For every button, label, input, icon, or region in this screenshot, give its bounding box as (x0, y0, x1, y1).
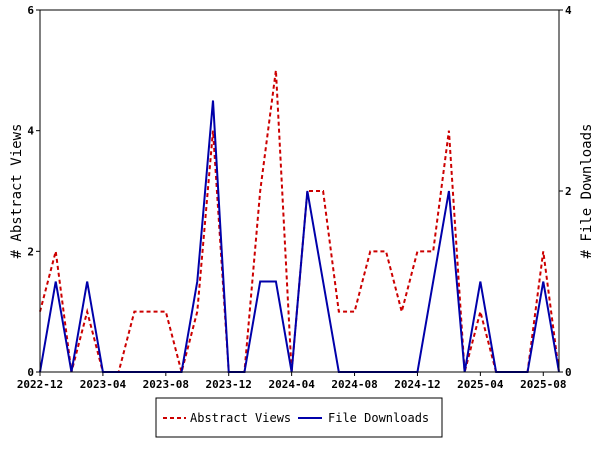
series-layer (39, 70, 560, 376)
left-axis-title: # Abstract Views (9, 124, 25, 259)
left-y-tick-label: 0 (27, 366, 34, 379)
legend-label-file-downloads: File Downloads (328, 411, 429, 425)
x-axis: 2022-12 2023-04 2023-08 2023-12 2024-04 2024-… (17, 372, 566, 391)
left-y-axis: 0 2 4 6 (27, 4, 40, 379)
plot-frame (39, 9, 560, 373)
right-y-tick-label: 2 (565, 185, 572, 198)
x-tick-label: 2025-08 (520, 378, 566, 391)
x-tick-label: 2025-04 (457, 378, 504, 391)
right-axis-title: # File Downloads (579, 124, 595, 259)
x-tick-label: 2023-08 (143, 378, 189, 391)
x-tick-label: 2023-04 (80, 378, 127, 391)
series-line-abstract-views (39, 70, 560, 376)
legend: Abstract Views File Downloads (155, 397, 443, 438)
x-tick-label: 2024-12 (394, 378, 440, 391)
right-y-axis: 0 2 4 (559, 4, 572, 379)
left-y-tick-label: 6 (27, 4, 34, 17)
right-y-tick-label: 0 (565, 366, 572, 379)
x-tick-label: 2024-08 (331, 378, 377, 391)
x-tick-label: 2022-12 (17, 378, 63, 391)
left-y-tick-label: 4 (27, 125, 34, 138)
x-tick-label: 2024-04 (268, 378, 315, 391)
left-y-tick-label: 2 (27, 245, 34, 258)
legend-label-abstract-views: Abstract Views (190, 411, 291, 425)
right-y-tick-label: 4 (565, 4, 572, 17)
x-tick-label: 2023-12 (206, 378, 252, 391)
series-line-file-downloads (39, 100, 560, 373)
